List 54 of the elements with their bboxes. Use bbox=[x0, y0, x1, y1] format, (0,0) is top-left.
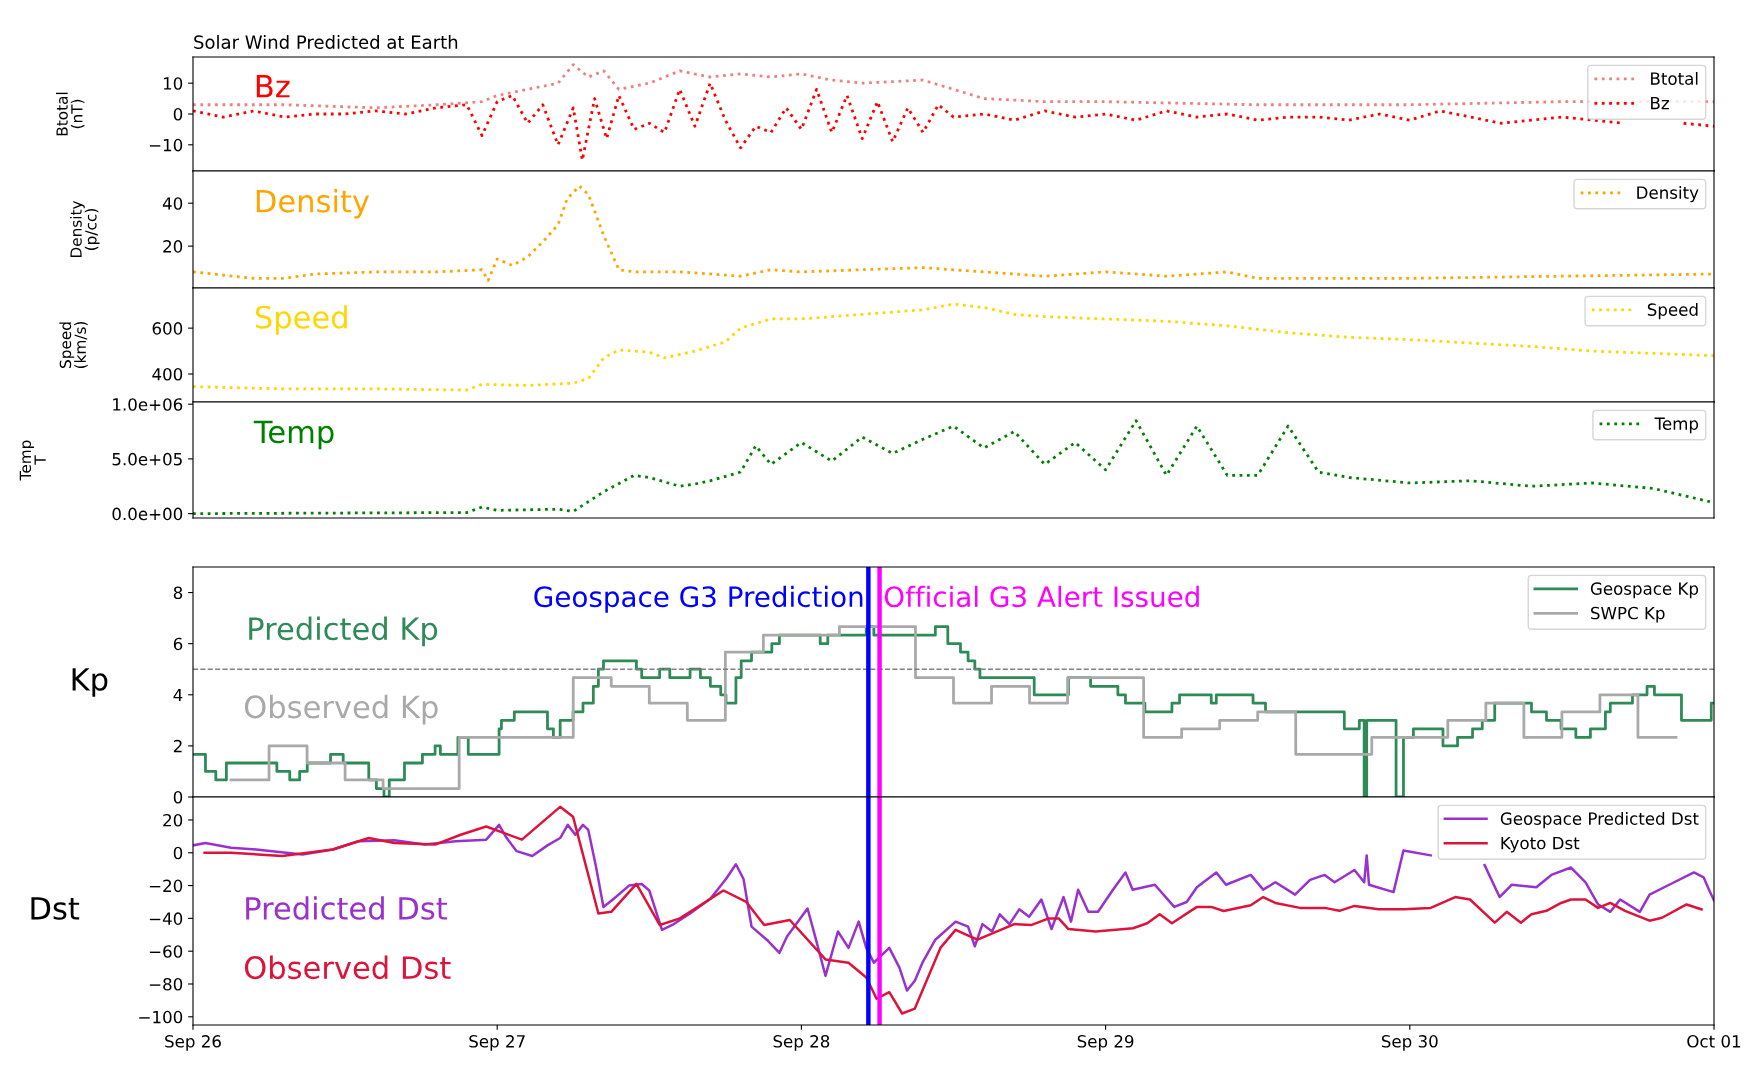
legend-label: Bz bbox=[1651, 96, 1669, 110]
y-tick-label: 1.0e+06 bbox=[113, 398, 183, 411]
y-tick-label: 20 bbox=[163, 813, 183, 827]
x-tick-label: Sep 30 bbox=[1381, 1035, 1438, 1051]
y-tick-label: −80 bbox=[149, 977, 183, 991]
y-tick-label: −40 bbox=[149, 912, 183, 925]
y-tick-label: 6 bbox=[173, 637, 183, 651]
y-tick-label: 2 bbox=[173, 739, 182, 753]
legend-label: Btotal bbox=[1651, 72, 1698, 85]
y-tick-label: 0 bbox=[173, 107, 183, 121]
y-tick-label: 40 bbox=[162, 197, 183, 210]
legend-label: Temp bbox=[1654, 417, 1699, 434]
legend-label: Geospace Predicted Dst bbox=[1500, 812, 1699, 829]
y-tick-label: 10 bbox=[163, 77, 183, 90]
annotation: Predicted Dst bbox=[246, 896, 448, 920]
y-tick-label: −60 bbox=[149, 945, 183, 958]
y-axis-title: Density (p/cc) bbox=[70, 200, 100, 258]
x-tick-label: Sep 28 bbox=[773, 1035, 830, 1051]
annotation: Temp bbox=[253, 420, 334, 450]
x-tick-label: Sep 29 bbox=[1077, 1035, 1134, 1051]
y-tick-label: 4 bbox=[173, 688, 183, 702]
annotation: Bz bbox=[256, 75, 290, 98]
legend-label: Kyoto Dst bbox=[1501, 836, 1580, 853]
y-tick-label: 0.0e+00 bbox=[112, 507, 183, 521]
ref-line-label: Geospace G3 Prediction bbox=[534, 585, 863, 613]
y-tick-label: 0 bbox=[173, 790, 183, 804]
legend-label: Speed bbox=[1647, 303, 1698, 320]
legend-label: Density bbox=[1637, 186, 1699, 203]
y-tick-label: 20 bbox=[163, 240, 183, 253]
y-tick-label: 8 bbox=[173, 586, 183, 600]
y-tick-label: 0 bbox=[173, 846, 183, 860]
y-tick-label: 400 bbox=[152, 367, 183, 381]
chart-title: Solar Wind Predicted at Earth bbox=[194, 34, 458, 49]
x-tick-label: Sep 26 bbox=[165, 1035, 221, 1051]
legend-label: SWPC Kp bbox=[1591, 606, 1665, 623]
y-axis-title: Speed (km/s) bbox=[59, 321, 88, 369]
y-axis-title: Kp bbox=[72, 668, 108, 697]
annotation: Observed Dst bbox=[244, 955, 451, 980]
y-tick-label: −100 bbox=[139, 1010, 183, 1024]
y-axis-title: Btotal (nT) bbox=[56, 92, 85, 136]
y-tick-label: −10 bbox=[149, 138, 183, 152]
legend-label: Geospace Kp bbox=[1590, 582, 1699, 599]
y-tick-label: 5.0e+05 bbox=[112, 452, 182, 466]
x-tick-label: Oct 01 bbox=[1687, 1035, 1741, 1048]
annotation: Speed bbox=[255, 305, 347, 335]
annotation: Density bbox=[256, 188, 370, 219]
y-tick-label: 600 bbox=[152, 322, 183, 335]
y-axis-title: Dst bbox=[31, 897, 80, 920]
ref-line-label: Official G3 Alert Issued bbox=[884, 585, 1199, 608]
y-axis-title: Temp T bbox=[19, 440, 46, 481]
annotation: Observed Kp bbox=[244, 694, 438, 725]
x-tick-label: Sep 27 bbox=[469, 1035, 525, 1051]
y-tick-label: −20 bbox=[149, 879, 183, 893]
annotation: Predicted Kp bbox=[249, 616, 438, 647]
